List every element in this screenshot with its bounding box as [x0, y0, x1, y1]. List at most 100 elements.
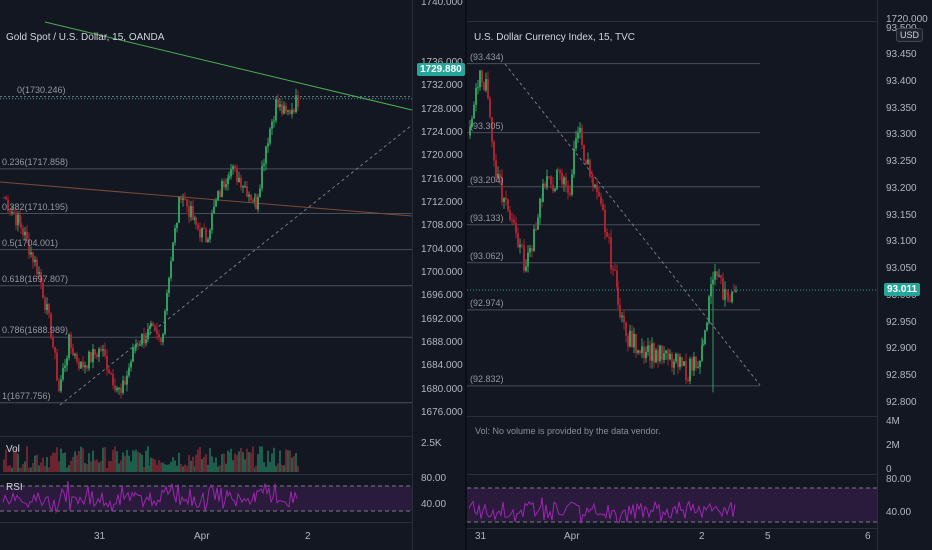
price-tick: 1708.000 [421, 220, 463, 232]
volume-bar [20, 467, 22, 472]
candle [20, 223, 22, 228]
gold-price-axis[interactable]: 1740.000 1736.000 1732.000 1728.000 1724.00… [412, 0, 465, 550]
candle [273, 120, 275, 122]
candle [195, 217, 197, 225]
candle [40, 271, 42, 283]
candle [521, 244, 523, 246]
candle [227, 178, 229, 185]
candle [285, 105, 287, 112]
candle [542, 183, 544, 202]
volume-bar [40, 462, 42, 472]
candle [232, 166, 234, 170]
volume-bar [240, 448, 242, 472]
time-label: 2 [305, 531, 311, 542]
volume-bar [24, 461, 26, 472]
volume-bar [80, 446, 82, 472]
fib-level-label: 0.5(1704.001) [2, 237, 59, 248]
volume-bar [132, 450, 134, 472]
candle [242, 186, 244, 188]
candle [616, 270, 618, 288]
dxy-price-axis[interactable]: 1720.000 93.500 USD 93.45093.40093.35093… [877, 0, 932, 550]
dxy-chart-title[interactable]: U.S. Dollar Currency Index, 15, TVC [474, 32, 635, 43]
price-tick: 1740.000 [421, 0, 463, 8]
candle [104, 349, 106, 356]
volume-bar [124, 455, 126, 472]
candle [550, 176, 552, 185]
candle [679, 356, 681, 368]
candle [507, 199, 509, 211]
candle [606, 232, 608, 237]
candle [671, 353, 673, 368]
candle [631, 330, 633, 348]
candle [689, 358, 691, 381]
candle [491, 117, 493, 142]
candle [122, 380, 124, 393]
candle [483, 82, 485, 91]
volume-bar [234, 453, 236, 472]
candle [277, 99, 279, 108]
candle [702, 344, 704, 346]
candle [86, 365, 88, 369]
pane-divider[interactable] [465, 0, 467, 550]
volume-bar [281, 465, 283, 472]
candle [145, 339, 147, 344]
candle [589, 159, 591, 177]
gold-chart-canvas[interactable] [0, 0, 465, 550]
volume-bar [128, 455, 130, 472]
candle [691, 358, 693, 371]
price-tick: 1712.000 [421, 197, 463, 208]
candle [147, 329, 149, 340]
candle [240, 177, 242, 188]
candle [731, 291, 733, 302]
candle [625, 322, 627, 336]
volume-bar [172, 457, 174, 472]
candle [643, 346, 645, 358]
candle [13, 211, 15, 215]
candle [289, 110, 291, 115]
candle [70, 334, 72, 348]
candle [612, 268, 614, 271]
candle [248, 194, 250, 197]
volume-bar [154, 459, 156, 472]
time-label: 2 [699, 531, 705, 542]
volume-bar [221, 453, 223, 472]
gold-chart-title[interactable]: Gold Spot / U.S. Dollar, 15, OANDA [6, 32, 165, 43]
volume-bar [269, 461, 271, 472]
candle [143, 334, 145, 344]
volume-bar [147, 446, 149, 472]
candle [493, 141, 495, 161]
volume-bar [7, 465, 9, 472]
dxy-chart-canvas[interactable] [467, 0, 932, 550]
volume-bar [11, 467, 13, 472]
currency-button[interactable]: USD [896, 28, 924, 42]
candle [244, 186, 246, 188]
candle [137, 344, 139, 346]
volume-label[interactable]: Vol [6, 444, 20, 455]
volume-axis-tick: 2.5K [421, 438, 442, 449]
candle [519, 244, 521, 248]
candle [170, 261, 172, 278]
volume-bar [252, 446, 254, 472]
candle [579, 127, 581, 133]
time-label: 31 [475, 531, 487, 542]
volume-bar [277, 463, 279, 472]
candle [291, 109, 293, 115]
rsi-label[interactable]: RSI [6, 482, 23, 493]
candle [110, 373, 112, 375]
volume-bar [70, 460, 72, 472]
candle [120, 387, 122, 393]
dxy-chart-pane[interactable]: U.S. Dollar Currency Index, 15, TVC Vol:… [467, 0, 932, 550]
volume-bar [291, 457, 293, 472]
price-tick: 1736.000 [421, 57, 463, 68]
candle [563, 177, 565, 185]
candle [535, 229, 537, 231]
time-axis-separator [467, 528, 877, 529]
candle [585, 160, 587, 165]
candle [197, 224, 199, 230]
candle [112, 374, 114, 386]
candle [729, 301, 731, 303]
volume-bar [46, 457, 48, 472]
candle [184, 198, 186, 200]
candle [60, 379, 62, 392]
gold-chart-pane[interactable]: Gold Spot / U.S. Dollar, 15, OANDA Vol R… [0, 0, 465, 550]
